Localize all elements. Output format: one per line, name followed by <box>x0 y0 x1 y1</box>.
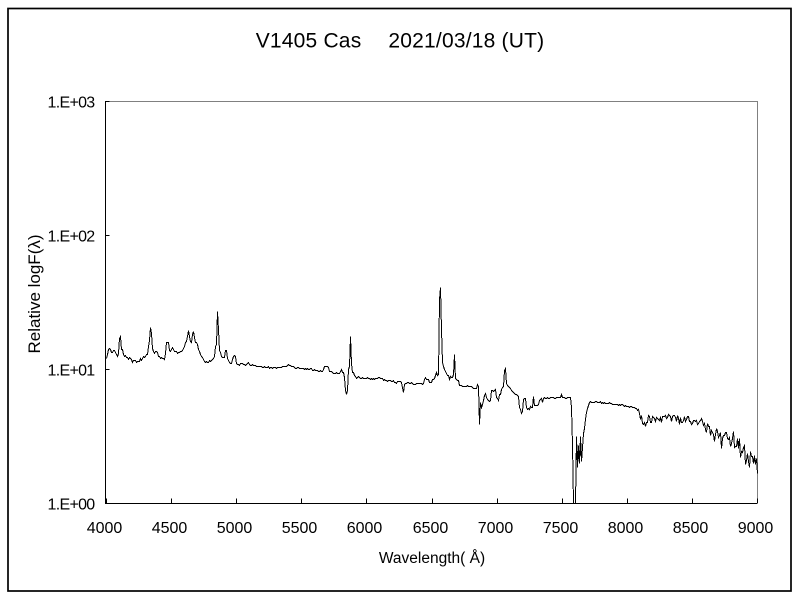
svg-text:1.E+03: 1.E+03 <box>48 95 96 112</box>
svg-text:5000: 5000 <box>217 520 253 537</box>
svg-text:1.E+01: 1.E+01 <box>48 363 96 380</box>
svg-text:8500: 8500 <box>673 520 709 537</box>
svg-text:1.E+00: 1.E+00 <box>48 497 96 514</box>
svg-text:6500: 6500 <box>413 520 449 537</box>
svg-text:9000: 9000 <box>738 520 774 537</box>
svg-text:8000: 8000 <box>608 520 644 537</box>
svg-text:1.E+02: 1.E+02 <box>48 229 96 246</box>
svg-text:Wavelength( Å): Wavelength( Å) <box>379 550 485 567</box>
svg-text:4000: 4000 <box>87 520 123 537</box>
svg-text:5500: 5500 <box>282 520 318 537</box>
svg-text:4500: 4500 <box>152 520 188 537</box>
svg-text:Relative logF(λ): Relative logF(λ) <box>25 234 44 353</box>
svg-text:7500: 7500 <box>543 520 579 537</box>
svg-text:7000: 7000 <box>478 520 514 537</box>
svg-text:6000: 6000 <box>347 520 383 537</box>
